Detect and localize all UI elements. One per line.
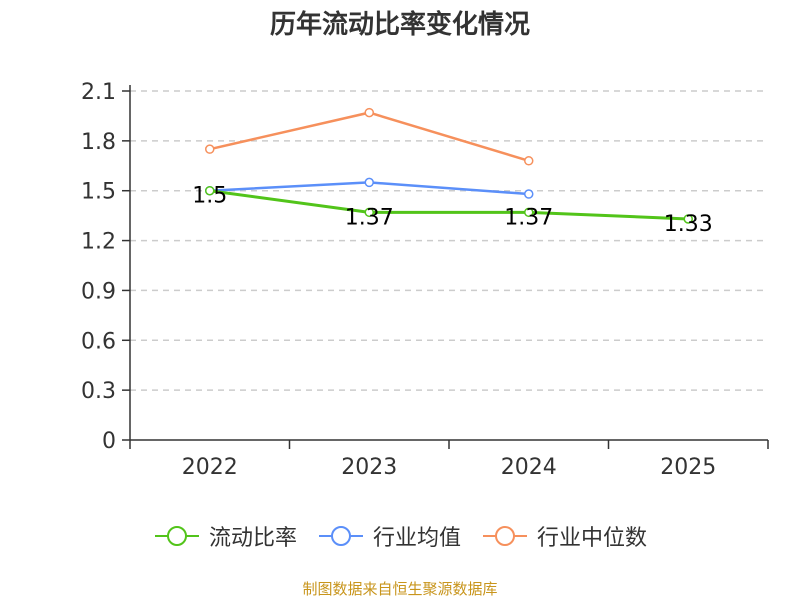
legend-item-current-ratio[interactable]: 流动比率 xyxy=(153,520,297,552)
y-tick-label-7: 2.1 xyxy=(81,80,116,105)
point-s1-2024 xyxy=(524,189,534,199)
point-s0-2023 xyxy=(364,207,374,218)
point-s2-2024 xyxy=(524,156,534,166)
data-label-2023: 1.37 xyxy=(345,205,394,230)
y-tick-label-6: 1.8 xyxy=(81,130,116,155)
point-s0-2024 xyxy=(524,207,534,218)
y-tick-label-4: 1.2 xyxy=(81,230,116,255)
legend-item-industry-average[interactable]: 行业均值 xyxy=(317,520,461,552)
legend-marker-industry-median xyxy=(483,526,527,546)
x-tick-label-2024: 2024 xyxy=(501,455,557,480)
point-s0-2025 xyxy=(683,214,693,224)
x-tick-label-2025: 2025 xyxy=(660,455,716,480)
legend-label-current-ratio: 流动比率 xyxy=(208,526,297,551)
y-tick-label-0: 0 xyxy=(102,429,116,454)
data-label-2025: 1.33 xyxy=(664,212,713,237)
series-line-0 xyxy=(209,189,689,221)
data-label-2024: 1.37 xyxy=(504,205,553,230)
point-s1-2023 xyxy=(364,177,374,188)
legend-marker-current-ratio xyxy=(154,526,199,546)
legend-item-industry-median[interactable]: 行业中位数 xyxy=(481,520,647,552)
point-s2-2023 xyxy=(364,107,374,118)
data-source-note: 制图数据来自恒生聚源数据库 xyxy=(302,580,498,598)
chart-title: 历年流动比率变化情况 xyxy=(269,10,530,40)
legend-label-industry-median: 行业中位数 xyxy=(537,526,648,551)
legend-label-industry-average: 行业均值 xyxy=(372,526,461,551)
y-tick-label-1: 0.3 xyxy=(81,379,116,404)
point-s0-2022 xyxy=(205,185,215,196)
y-tick-label-5: 1.5 xyxy=(81,180,116,205)
chart-legend: 流动比率 行业均值 行业中位数 xyxy=(0,520,800,552)
y-tick-label-2: 0.6 xyxy=(81,329,116,354)
point-s2-2022 xyxy=(205,144,215,154)
y-tick-label-3: 0.9 xyxy=(81,279,116,304)
data-label-2022: 1.5 xyxy=(192,184,227,209)
x-tick-label-2023: 2023 xyxy=(341,455,397,480)
legend-marker-industry-average xyxy=(318,526,363,546)
x-tick-label-2022: 2022 xyxy=(182,455,238,480)
series-line-2 xyxy=(209,111,530,162)
